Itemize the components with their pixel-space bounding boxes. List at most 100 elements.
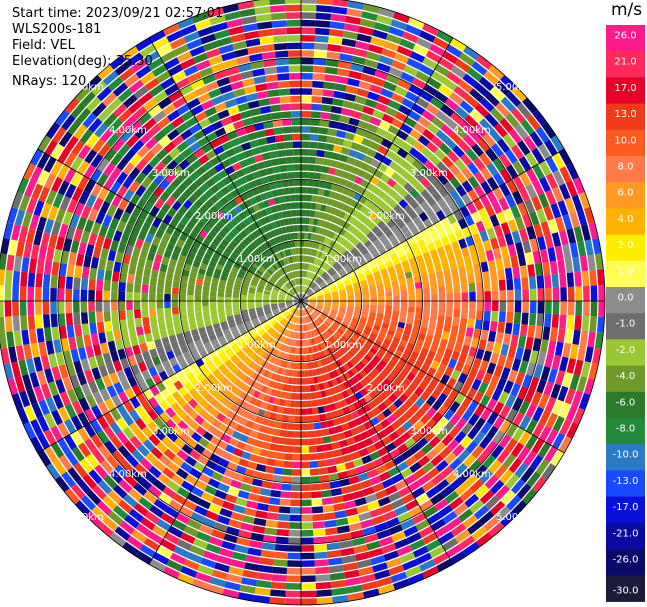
ppi-gate <box>394 262 403 271</box>
ppi-gate <box>422 280 430 289</box>
ppi-gate <box>595 332 604 349</box>
ppi-gate <box>267 223 274 231</box>
ppi-gate <box>158 370 169 381</box>
ppi-gate <box>305 308 310 314</box>
ppi-gate <box>321 374 327 382</box>
ppi-gate <box>306 316 311 323</box>
ppi-gate <box>37 449 52 467</box>
ppi-gate <box>156 545 173 559</box>
ppi-gate <box>315 307 322 312</box>
ppi-gate <box>327 465 338 474</box>
ppi-gate <box>211 318 220 325</box>
ppi-gate <box>301 103 312 110</box>
ppi-gate <box>137 361 148 373</box>
ppi-gate <box>367 400 377 410</box>
ppi-gate <box>265 335 272 343</box>
ppi-gate <box>215 210 224 220</box>
ppi-gate <box>375 229 384 239</box>
ppi-gate <box>378 263 387 271</box>
ppi-gate <box>113 230 123 242</box>
ppi-gate <box>309 297 316 300</box>
ppi-gate <box>575 301 583 316</box>
ppi-gate <box>296 270 299 278</box>
ppi-gate <box>185 474 198 486</box>
ppi-gate <box>80 495 96 511</box>
ppi-gate <box>165 395 176 407</box>
ppi-gate <box>371 76 386 87</box>
ppi-gate <box>45 189 57 206</box>
ppi-gate <box>320 350 326 358</box>
ppi-gate <box>332 241 339 249</box>
ppi-gate <box>392 136 405 147</box>
ppi-gate <box>404 398 414 409</box>
ppi-gate <box>178 386 188 397</box>
ppi-gate <box>409 403 420 414</box>
ppi-gate <box>322 436 331 444</box>
ppi-gate <box>275 204 282 212</box>
ppi-gate <box>385 149 397 160</box>
ppi-gate <box>377 292 385 297</box>
ppi-gate <box>266 363 273 371</box>
ppi-gate <box>408 506 423 518</box>
ppi-gate <box>295 202 301 209</box>
ppi-gate <box>298 293 301 300</box>
ppi-gate <box>307 306 313 312</box>
ppi-gate <box>279 251 285 259</box>
azimuth-spoke <box>148 300 302 565</box>
ppi-gate <box>155 228 165 239</box>
ppi-gate <box>64 418 77 434</box>
ppi-gate <box>423 159 436 172</box>
ppi-gate <box>279 429 288 438</box>
ppi-gate <box>55 208 66 224</box>
ppi-gate <box>409 199 420 210</box>
ppi-gate <box>363 329 371 336</box>
ppi-gate <box>262 274 270 280</box>
ppi-gate <box>463 134 477 148</box>
ppi-gate <box>347 303 355 307</box>
ppi-gate <box>311 96 323 104</box>
ppi-gate <box>77 175 90 190</box>
ppi-gate <box>542 261 551 276</box>
ppi-gate <box>474 185 486 198</box>
ppi-gate <box>437 228 447 239</box>
ppi-gate <box>99 388 111 402</box>
ppi-gate <box>164 301 171 309</box>
ppi-gate <box>309 256 313 264</box>
ppi-gate <box>325 66 338 75</box>
ppi-gate <box>207 425 218 435</box>
ppi-gate <box>361 332 369 339</box>
ppi-gate <box>165 195 176 207</box>
ppi-gate <box>380 418 391 429</box>
ppi-gate <box>194 295 202 301</box>
ppi-gate <box>560 301 567 315</box>
ppi-gate <box>224 11 241 21</box>
ppi-gate <box>575 286 583 301</box>
ppi-gate <box>247 547 262 557</box>
ppi-gate <box>347 420 357 429</box>
ppi-gate <box>278 157 287 165</box>
ppi-gate <box>194 111 208 123</box>
ppi-gate <box>189 123 202 135</box>
ppi-gate <box>311 273 317 281</box>
ppi-gate <box>332 449 343 458</box>
ppi-gate <box>373 216 382 225</box>
ppi-gate <box>474 484 490 499</box>
ppi-gate <box>370 297 377 301</box>
ppi-gate <box>383 81 397 92</box>
ppi-gate <box>316 444 325 453</box>
ppi-gate <box>308 272 312 279</box>
ppi-gate <box>442 50 459 65</box>
ppi-gate <box>453 85 469 100</box>
ppi-gate <box>469 499 485 514</box>
ppi-gate <box>351 410 360 419</box>
ppi-gate <box>324 302 332 305</box>
ppi-gate <box>256 502 269 512</box>
ppi-gate <box>143 471 157 485</box>
ppi-gate <box>435 209 446 221</box>
ppi-gate <box>150 447 163 460</box>
ppi-gate <box>206 460 218 471</box>
ppi-gate <box>170 252 180 261</box>
ppi-gate <box>256 307 263 311</box>
ppi-gate <box>330 287 338 292</box>
ppi-gate <box>340 324 348 330</box>
